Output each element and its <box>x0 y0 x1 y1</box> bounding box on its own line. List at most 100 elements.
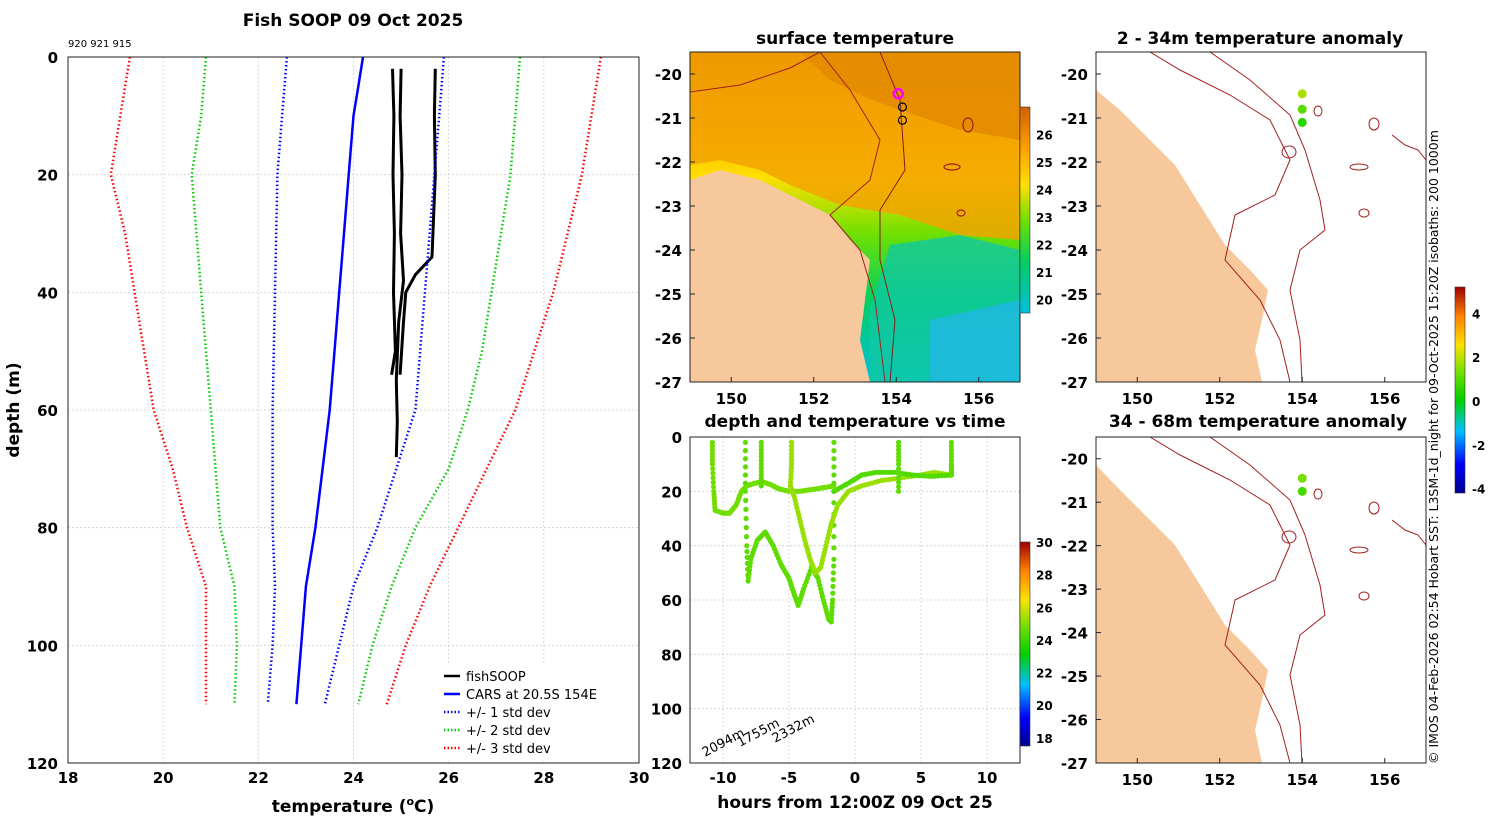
depth-time-point <box>742 464 749 470</box>
profile-xtick: 18 <box>58 769 79 787</box>
sst-xtick: 152 <box>798 390 829 408</box>
depth-time-point <box>896 466 902 472</box>
depth-time-ytick: 40 <box>661 538 682 556</box>
profile-ytick: 120 <box>27 755 58 773</box>
depth-time-point <box>742 488 749 494</box>
anomaly-colorbar-tick: -2 <box>1472 439 1485 453</box>
depth-time-point <box>831 472 837 478</box>
depth-time-point <box>758 447 764 453</box>
depth-time-point <box>789 439 795 445</box>
anomaly-shallow-ytick: -20 <box>1061 66 1088 84</box>
depth-time-point <box>831 439 837 445</box>
depth-time-point <box>789 447 795 453</box>
depth-time-point <box>743 534 750 540</box>
depth-time-point <box>896 470 902 476</box>
anomaly-colorbar <box>1454 286 1466 494</box>
depth-time-xtick: 0 <box>850 769 860 787</box>
depth-time-point <box>710 484 717 490</box>
profile-ytick: 20 <box>37 167 58 185</box>
depth-time-point <box>758 450 764 456</box>
sst-colorbar-tick: 23 <box>1036 211 1053 225</box>
depth-time-point <box>948 447 955 453</box>
depth-time-point <box>896 479 902 485</box>
anomaly-colorbar-tick: 2 <box>1472 351 1480 365</box>
depth-time-colorbar-tick: 22 <box>1036 667 1053 681</box>
sst-ytick: -27 <box>655 374 682 392</box>
anomaly-shallow-point <box>1297 117 1307 127</box>
depth-time-point <box>710 475 716 481</box>
depth-time-point <box>829 604 835 610</box>
depth-time-point <box>742 448 749 454</box>
depth-time-xtick: 10 <box>977 769 998 787</box>
legend-label: +/- 3 std dev <box>466 742 551 757</box>
depth-time-point <box>948 472 954 478</box>
depth-time-colorbar-tick: 18 <box>1036 732 1053 746</box>
depth-time-point <box>709 457 716 464</box>
legend-label: CARS at 20.5S 154E <box>466 688 597 703</box>
legend-label: +/- 2 std dev <box>466 724 551 739</box>
profile-series-line <box>190 56 239 705</box>
depth-time-xtick: -10 <box>709 769 736 787</box>
anomaly-deep-point <box>1297 473 1307 483</box>
anomaly-shallow-ytick: -23 <box>1061 198 1088 216</box>
depth-time-point <box>831 500 837 506</box>
sst-fishsoop-marker <box>897 115 908 125</box>
anomaly-shallow-land <box>1096 90 1268 382</box>
sst-xtick: 156 <box>963 390 994 408</box>
footer-credit: © IMOS 04-Feb-2026 02:54 Hobart SST: L3S… <box>1426 130 1441 764</box>
anomaly-shallow-ytick: -26 <box>1061 330 1088 348</box>
depth-time-point <box>743 497 749 503</box>
profile-series-line <box>323 56 446 705</box>
depth-time-point <box>948 439 955 445</box>
anomaly-shallow-title: 2 - 34m temperature anomaly <box>1117 29 1403 49</box>
anomaly-colorbar-tick: -4 <box>1472 483 1485 497</box>
depth-time-ytick: 0 <box>672 429 682 447</box>
anomaly-shallow-ytick: -27 <box>1061 374 1088 392</box>
depth-time-ytick: 60 <box>661 592 682 610</box>
anomaly-deep-ytick: -22 <box>1061 538 1088 556</box>
anomaly-shallow-xtick: 154 <box>1287 390 1318 408</box>
sst-ytick: -26 <box>655 330 682 348</box>
depth-time-point <box>896 461 902 467</box>
depth-time-panel: depth and temperature vs time -10 -5 0 5 10 … <box>651 412 1053 813</box>
sst-colorbar-tick: 26 <box>1036 128 1053 142</box>
anomaly-shallow-ytick: -21 <box>1061 110 1088 128</box>
depth-time-point <box>710 470 716 476</box>
depth-time-point <box>896 454 902 460</box>
depth-time-point <box>896 475 902 481</box>
depth-time-xtick: -5 <box>781 769 798 787</box>
depth-time-colorbar-tick: 28 <box>1036 569 1053 583</box>
anomaly-shallow-ytick: -22 <box>1061 154 1088 172</box>
profile-series-line <box>295 56 365 705</box>
profile-series-line <box>357 56 522 705</box>
profile-series-line <box>394 68 405 458</box>
sst-colorbar <box>1019 106 1031 314</box>
depth-time-colorbar <box>1019 541 1031 747</box>
profile-xtick: 24 <box>343 769 364 787</box>
sst-ytick: -20 <box>655 66 682 84</box>
depth-time-point <box>831 448 837 454</box>
sst-ytick: -24 <box>655 242 682 260</box>
depth-time-ytick: 120 <box>651 755 682 773</box>
depth-time-ytick: 100 <box>651 701 682 719</box>
depth-time-point <box>742 472 749 478</box>
depth-time-point <box>758 483 764 489</box>
depth-time-ytick: 20 <box>661 483 682 501</box>
depth-time-point <box>710 466 716 472</box>
depth-time-point <box>758 476 764 482</box>
anomaly-colorbar-tick: 4 <box>1472 307 1480 321</box>
depth-time-point <box>896 457 902 464</box>
profile-ytick: 80 <box>37 520 58 538</box>
depth-time-point <box>896 439 902 445</box>
depth-time-colorbar-tick: 26 <box>1036 601 1053 615</box>
depth-time-point <box>896 447 902 453</box>
depth-time-point <box>742 456 749 462</box>
profile-ytick: 40 <box>37 284 58 302</box>
anomaly-deep-land <box>1096 465 1268 763</box>
anomaly-shallow-xtick: 156 <box>1369 390 1400 408</box>
anomaly-deep-xtick: 152 <box>1204 771 1235 789</box>
anomaly-shallow-isobath <box>1149 52 1291 382</box>
sst-map-panel: surface temperature 150 152 154 156 -20 -21 -… <box>655 29 1053 408</box>
anomaly-deep-ytick: -24 <box>1061 625 1088 643</box>
depth-time-point <box>895 488 902 494</box>
